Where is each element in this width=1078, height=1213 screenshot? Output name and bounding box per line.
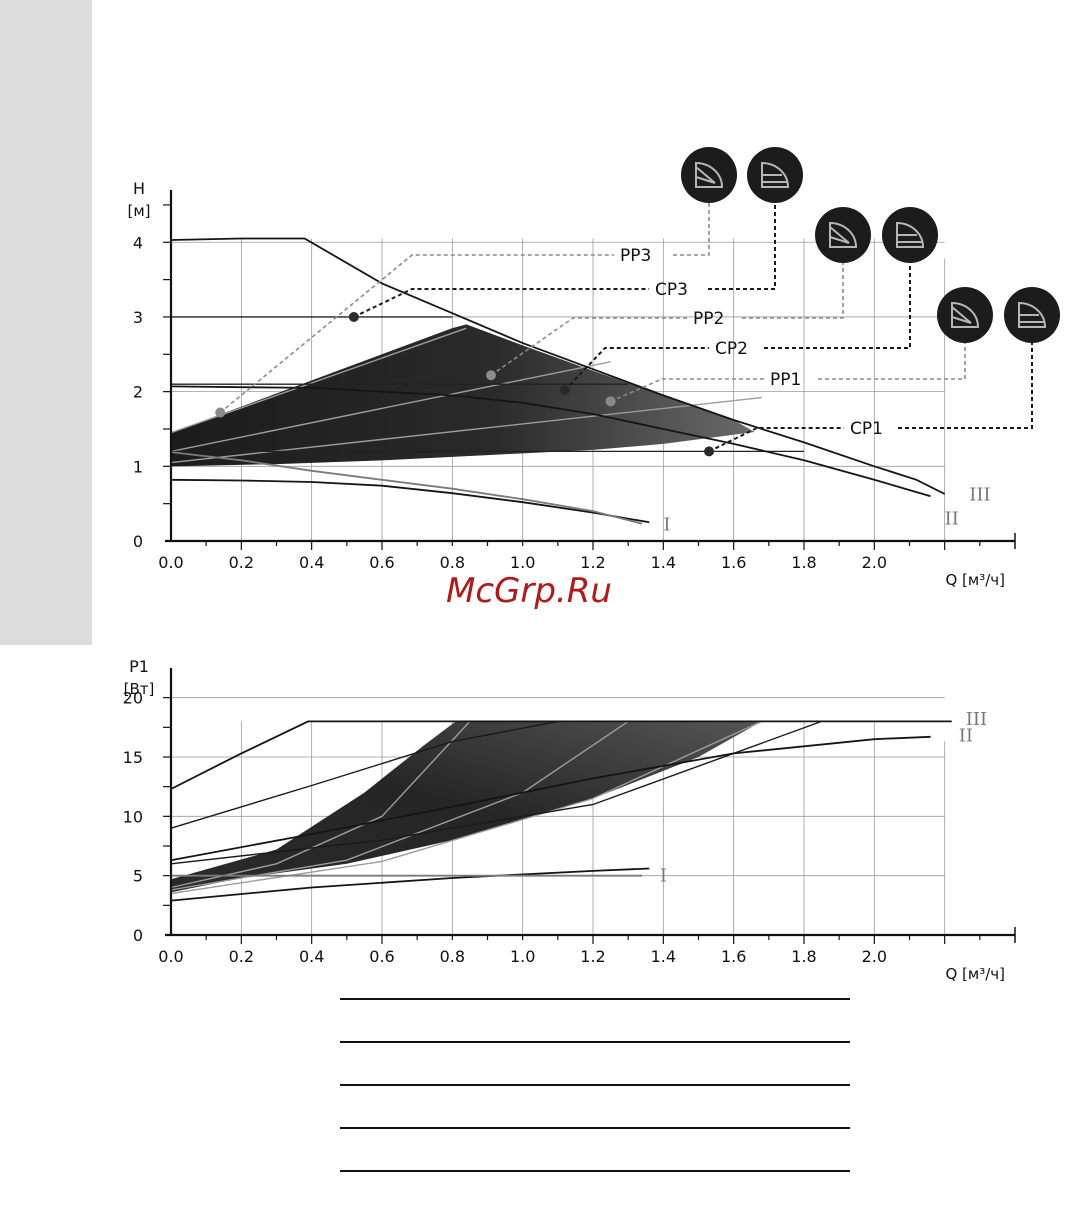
operating-range-area <box>171 324 755 467</box>
x-tick-label: 2.0 <box>862 947 887 966</box>
table-rule <box>340 1127 850 1129</box>
y-tick-label: 3 <box>133 308 143 327</box>
x-tick-label: 0.0 <box>158 947 183 966</box>
callout-leader <box>708 427 844 453</box>
x-tick-label: 1.4 <box>651 553 676 572</box>
x-tick-label: 1.8 <box>791 947 816 966</box>
proportional-pressure-line <box>170 720 763 895</box>
x-tick-label: 0.2 <box>229 947 254 966</box>
callout-leader <box>673 201 710 256</box>
operating-range-area <box>171 721 762 893</box>
callout-leader <box>353 288 649 318</box>
callout-leader <box>490 317 687 376</box>
callout-label: PP3 <box>620 246 651 266</box>
y-axis-unit: [Вт] <box>124 680 155 698</box>
callout-point <box>704 446 715 457</box>
callout-leader <box>898 341 1033 429</box>
callout-label: PP1 <box>770 370 801 390</box>
x-axis-label: Q [м³/ч] <box>945 965 1005 983</box>
x-tick-label: 1.6 <box>721 947 746 966</box>
curve-label: III <box>969 485 990 506</box>
table-rule <box>340 998 850 1000</box>
series-line-I <box>170 478 650 524</box>
table-rule <box>340 1084 850 1086</box>
constant-pressure-icon <box>747 147 803 203</box>
y-tick-label: 20 <box>123 689 143 708</box>
curve-label: II <box>959 726 973 747</box>
series-line-II <box>170 385 931 498</box>
callout-point <box>348 311 359 322</box>
x-tick-label: 0.6 <box>369 553 394 572</box>
x-tick-label: 0.6 <box>369 947 394 966</box>
series-line-III <box>170 237 946 495</box>
callout-leader <box>219 254 614 414</box>
y-tick-label: 0 <box>133 926 143 945</box>
x-tick-label: 1.0 <box>510 553 535 572</box>
series-line-II <box>170 735 931 862</box>
callout-point <box>215 407 226 418</box>
constant-pressure-icon <box>1004 287 1060 343</box>
curve-label: III <box>966 709 987 730</box>
callout-point <box>605 396 616 407</box>
callout-label: PP2 <box>693 309 724 329</box>
y-axis-label: P1 <box>129 657 149 676</box>
series-line-aux <box>170 451 643 525</box>
x-tick-label: 0.0 <box>158 553 183 572</box>
x-tick-label: 1.4 <box>651 947 676 966</box>
curve-label: I <box>660 866 667 887</box>
curve-label: II <box>945 509 959 530</box>
proportional-pressure-icon <box>681 147 737 203</box>
x-tick-label: 1.0 <box>510 947 535 966</box>
table-rule-lines <box>340 998 850 1213</box>
x-tick-label: 0.2 <box>229 553 254 572</box>
proportional-pressure-icon <box>937 287 993 343</box>
y-tick-label: 1 <box>133 457 143 476</box>
callout-point <box>559 385 570 396</box>
callout-label: CP2 <box>715 339 748 359</box>
series-line-I <box>170 867 650 902</box>
callout-leader <box>742 261 844 319</box>
x-tick-label: 0.8 <box>440 553 465 572</box>
callout-leader <box>818 341 966 380</box>
curve-label: I <box>663 515 670 536</box>
y-tick-label: 4 <box>133 233 143 252</box>
range-boundary-line <box>170 720 822 865</box>
range-boundary-line <box>170 720 558 829</box>
y-tick-label: 2 <box>133 383 143 402</box>
x-tick-label: 1.6 <box>721 553 746 572</box>
table-rule <box>340 1041 850 1043</box>
callout-leader <box>564 347 709 391</box>
x-tick-label: 0.4 <box>299 947 324 966</box>
mode-icons <box>681 147 1060 343</box>
y-tick-label: 10 <box>123 807 143 826</box>
callout-leader <box>610 378 764 403</box>
side-margin-bar <box>0 0 92 645</box>
callout-leader <box>708 201 776 290</box>
x-tick-label: 0.4 <box>299 553 324 572</box>
watermark: McGrp.Ru <box>446 571 612 611</box>
y-tick-label: 5 <box>133 867 143 886</box>
x-tick-label: 1.8 <box>791 553 816 572</box>
x-axis-label: Q [м³/ч] <box>945 571 1005 589</box>
x-tick-label: 1.2 <box>580 553 605 572</box>
y-axis-unit: [м] <box>127 202 150 220</box>
x-tick-label: 1.2 <box>580 947 605 966</box>
table-rule <box>340 1170 850 1172</box>
x-tick-label: 2.0 <box>862 553 887 572</box>
proportional-pressure-line <box>170 361 611 453</box>
y-tick-label: 15 <box>123 748 143 767</box>
callout-point <box>486 370 497 381</box>
callout-label: CP3 <box>655 280 688 300</box>
proportional-pressure-icon <box>815 207 871 263</box>
callout-label: CP1 <box>850 419 883 439</box>
callout-leader <box>764 261 911 349</box>
y-tick-label: 0 <box>133 532 143 551</box>
x-tick-label: 0.8 <box>440 947 465 966</box>
constant-pressure-icon <box>882 207 938 263</box>
series-line-III <box>170 720 952 790</box>
y-axis-label: H <box>133 179 145 198</box>
